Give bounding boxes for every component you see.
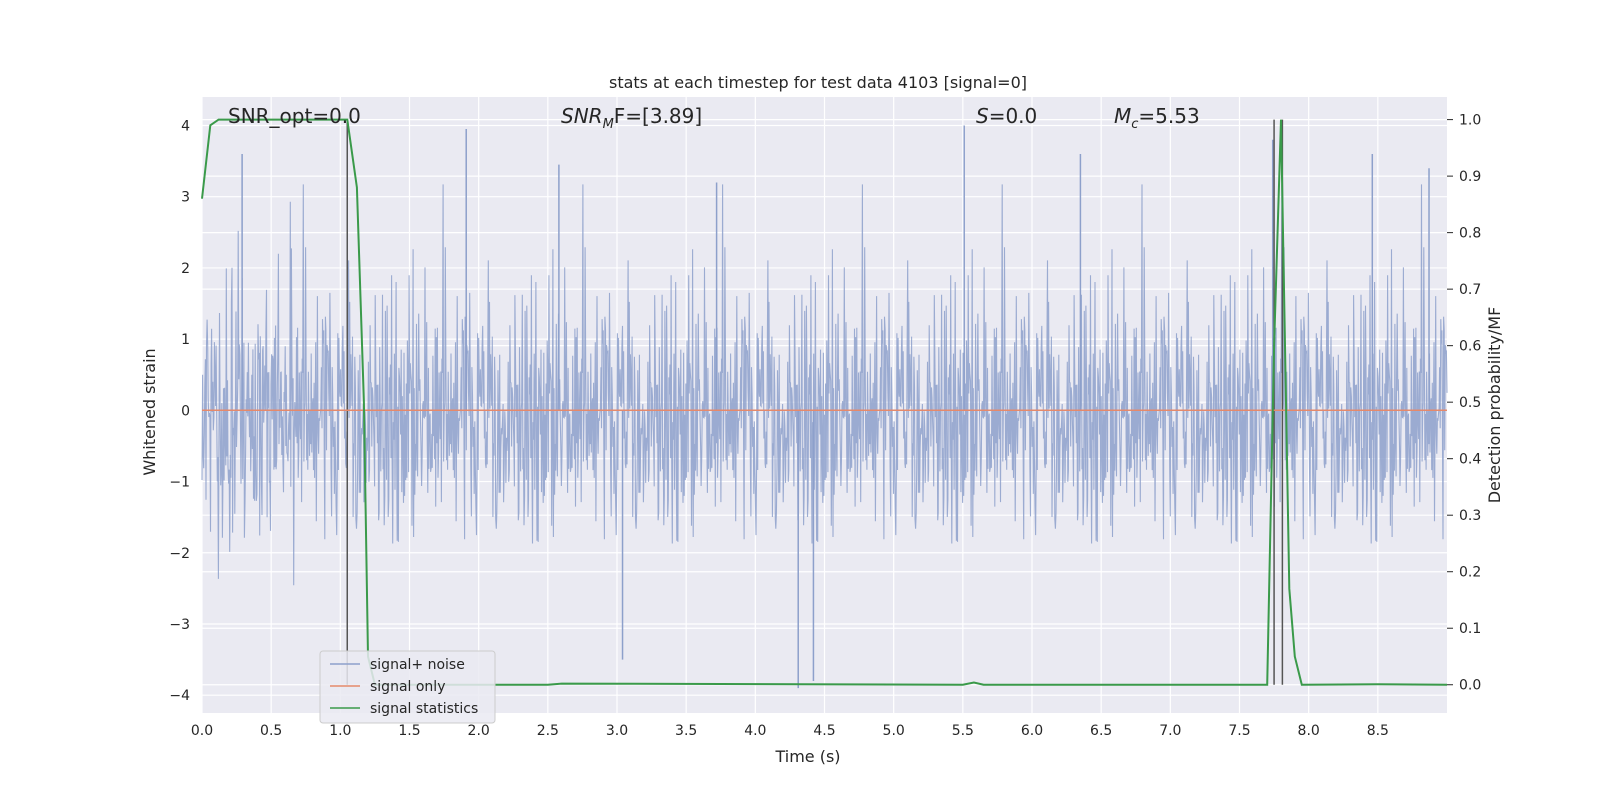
x-tick-label: 8.5 — [1367, 723, 1389, 739]
signal-statistics-line — [201, 118, 1448, 686]
legend-label-signal-plus-noise: signal+ noise — [370, 657, 465, 673]
x-tick-label: 7.0 — [1159, 723, 1181, 739]
x-tick-label: 4.0 — [744, 723, 766, 739]
x-tick-label: 5.5 — [952, 723, 974, 739]
y-tick-label: 4 — [181, 118, 190, 134]
right-tick-label: 0.5 — [1459, 395, 1481, 411]
x-tick-label: 3.0 — [606, 723, 628, 739]
x-tick-label: 0.5 — [260, 723, 282, 739]
annotation-snr-subscript: M — [603, 117, 614, 132]
series-signal-plus-noise — [201, 125, 1448, 689]
annotation-mc-subscript: c — [1131, 117, 1138, 132]
y-tick-label: 0 — [181, 403, 190, 419]
x-tick-label: 2.5 — [537, 723, 559, 739]
right-tick-label: 0.8 — [1459, 226, 1481, 242]
x-tick-label: 7.5 — [1228, 723, 1250, 739]
right-tick-label: 0.9 — [1459, 169, 1481, 185]
legend-label-signal-only: signal only — [370, 679, 445, 695]
x-axis-ticks: 0.0 0.5 1.0 1.5 2.0 2.5 3.0 3.5 4.0 4.5 5.0 5.5 6.0 6… — [191, 723, 1389, 739]
y-tick-label: 3 — [181, 190, 190, 206]
x-tick-label: 0.0 — [191, 723, 213, 739]
y-tick-label: 1 — [181, 332, 190, 348]
annotation-s-value: =0.0 — [989, 104, 1038, 128]
x-tick-label: 6.5 — [1090, 723, 1112, 739]
annotation-snr-mf: SNRMF=[3.89] — [561, 104, 702, 132]
x-axis-label: Time (s) — [774, 747, 840, 766]
x-tick-label: 8.0 — [1298, 723, 1320, 739]
right-tick-label: 0.2 — [1459, 565, 1481, 581]
y-tick-label: −4 — [169, 688, 190, 704]
right-axis-label: Detection probability/MF — [1485, 307, 1504, 504]
annotation-mc-value: =5.53 — [1138, 104, 1199, 128]
series-signal-statistics — [201, 118, 1448, 686]
annotation-s: S=0.0 — [976, 104, 1037, 128]
legend-label-signal-statistics: signal statistics — [370, 701, 478, 717]
legend: signal+ noise signal only signal statist… — [319, 650, 496, 724]
right-tick-label: 1.0 — [1459, 113, 1481, 129]
y-axis-ticks: 4 3 2 1 0 −1 −2 −3 −4 — [169, 118, 190, 704]
y-tick-label: −1 — [169, 475, 190, 491]
chart-title: stats at each timestep for test data 410… — [609, 73, 1027, 92]
right-tick-label: 0.0 — [1459, 678, 1481, 694]
right-tick-label: 0.1 — [1459, 621, 1481, 637]
right-tick-label: 0.6 — [1459, 339, 1481, 355]
y-axis-label: Whitened strain — [140, 348, 159, 475]
noise-trace — [201, 184, 1448, 586]
annotation-snr-symbol: SNR — [561, 104, 603, 128]
y-tick-label: −3 — [169, 617, 190, 633]
annotation-snr-value: F=[3.89] — [614, 104, 702, 128]
right-tick-label: 0.7 — [1459, 282, 1481, 298]
y-tick-label: −2 — [169, 546, 190, 562]
legend-box — [319, 650, 496, 724]
x-tick-label: 3.5 — [675, 723, 697, 739]
annotation-snr-opt: SNR_opt=0.0 — [228, 104, 361, 128]
grid-lines — [201, 97, 1447, 713]
annotation-chirp-mass: Mc=5.53 — [1114, 104, 1200, 132]
x-tick-label: 4.5 — [813, 723, 835, 739]
right-tick-label: 0.3 — [1459, 508, 1481, 524]
x-tick-label: 6.0 — [1021, 723, 1043, 739]
right-tick-label: 0.4 — [1459, 452, 1481, 468]
x-tick-label: 5.0 — [883, 723, 905, 739]
annotation-mc-symbol: M — [1114, 104, 1131, 128]
y-tick-label: 2 — [181, 261, 190, 277]
annotation-s-symbol: S — [976, 104, 989, 128]
x-tick-label: 1.0 — [329, 723, 351, 739]
x-tick-label: 1.5 — [398, 723, 420, 739]
x-tick-label: 2.0 — [468, 723, 490, 739]
right-axis-ticks: 1.0 0.9 0.8 0.7 0.6 0.5 0.4 0.3 0.2 0.1 0.0 — [1447, 113, 1481, 694]
